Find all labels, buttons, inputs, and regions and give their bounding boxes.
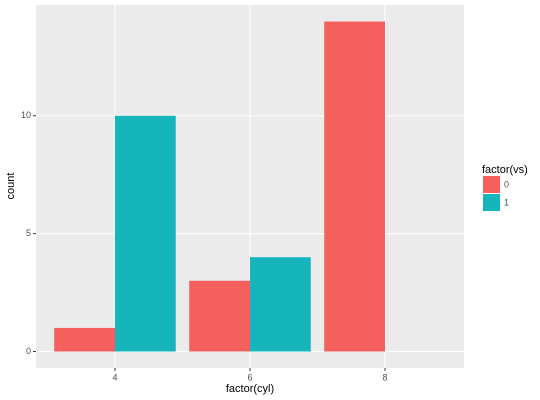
x-tick-label: 8 [383, 372, 388, 382]
legend-label: 1 [504, 197, 509, 207]
bar [324, 21, 386, 352]
legend-label: 0 [504, 179, 509, 189]
x-tick-label: 4 [112, 372, 117, 382]
y-tick-label: 5 [26, 228, 31, 238]
bar [54, 327, 115, 352]
x-axis-title: factor(cyl) [226, 383, 274, 395]
legend-key [483, 194, 500, 211]
bar [114, 115, 176, 352]
legend-key [483, 176, 500, 193]
y-tick-label: 10 [21, 110, 31, 120]
bar [250, 257, 311, 352]
y-axis-title: count [5, 173, 17, 200]
x-tick-label: 6 [247, 372, 252, 382]
legend-title: factor(vs) [482, 164, 528, 176]
bar [189, 280, 250, 352]
y-tick-label: 0 [26, 346, 31, 356]
